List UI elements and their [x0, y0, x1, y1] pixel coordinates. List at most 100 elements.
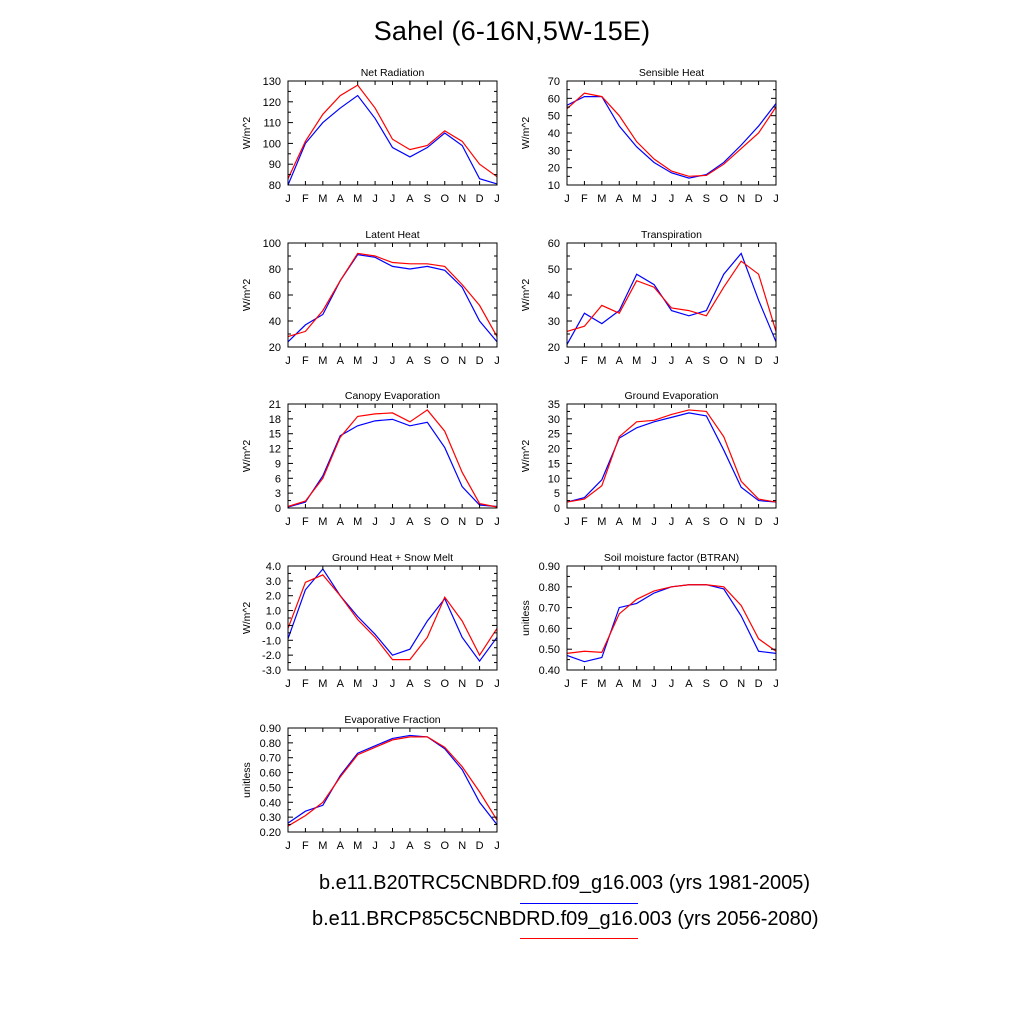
- legend-label-run2: b.e11.BRCP85C5CNBDRD.f09_g16.003 (yrs 20…: [312, 908, 819, 930]
- x-tick-label: J: [669, 516, 675, 528]
- x-tick-label: J: [390, 355, 396, 367]
- series-line-9-1: [287, 734, 498, 825]
- y-axis-label: W/m^2: [241, 440, 253, 473]
- y-tick-label: 30: [548, 145, 560, 157]
- y-tick-label: 2.0: [266, 591, 281, 603]
- series-line-5-2: [287, 409, 498, 508]
- x-tick-label: A: [406, 840, 414, 852]
- y-tick-label: 110: [263, 118, 281, 130]
- y-tick-label: 15: [269, 429, 281, 441]
- y-tick-label: 1.0: [266, 606, 281, 618]
- x-tick-label: A: [406, 193, 414, 205]
- y-axis-label: W/m^2: [520, 440, 532, 473]
- y-axis-label: W/m^2: [241, 117, 253, 150]
- y-tick-label: 40: [548, 290, 560, 302]
- y-tick-label: 10: [548, 473, 560, 485]
- series-line-6-1: [566, 412, 777, 503]
- chart-panel-7: J F M A M J J A S O N D J-3.0-2.0-1.00.01.02.03.04.0…: [241, 552, 500, 690]
- panel-title: Sensible Heat: [639, 67, 704, 79]
- panel-title: Evaporative Fraction: [344, 714, 440, 726]
- x-tick-label: A: [337, 355, 345, 367]
- x-tick-label: J: [773, 678, 779, 690]
- series-line-2-2: [566, 92, 777, 177]
- x-tick-label: J: [285, 840, 291, 852]
- x-tick-label: A: [616, 355, 624, 367]
- x-tick-label: F: [581, 355, 588, 367]
- x-tick-label: M: [353, 193, 362, 205]
- x-tick-label: M: [353, 355, 362, 367]
- x-tick-label: D: [476, 678, 484, 690]
- x-tick-label: D: [476, 193, 484, 205]
- x-tick-label: O: [719, 355, 728, 367]
- x-tick-label: A: [406, 516, 414, 528]
- y-tick-label: 21: [269, 399, 281, 411]
- x-tick-label: S: [703, 678, 710, 690]
- y-tick-label: 70: [548, 76, 560, 88]
- y-tick-label: 0.50: [539, 644, 560, 656]
- x-tick-label: M: [597, 678, 606, 690]
- x-tick-label: N: [737, 516, 745, 528]
- y-tick-label: 3.0: [266, 576, 281, 588]
- y-tick-label: 40: [269, 316, 281, 328]
- y-tick-label: 0.20: [260, 827, 281, 839]
- legend-line-run2: [520, 938, 638, 939]
- x-tick-label: M: [318, 516, 327, 528]
- y-tick-label: 20: [548, 163, 560, 175]
- x-tick-label: A: [337, 193, 345, 205]
- y-tick-label: 0.80: [260, 738, 281, 750]
- x-tick-label: M: [597, 516, 606, 528]
- series-line-6-2: [566, 409, 777, 503]
- y-tick-label: 0.40: [539, 665, 560, 677]
- x-tick-label: J: [390, 840, 396, 852]
- x-tick-label: J: [390, 678, 396, 690]
- plot-frame: [566, 565, 777, 671]
- y-tick-label: 9: [275, 458, 281, 470]
- x-tick-label: A: [337, 516, 345, 528]
- x-tick-label: F: [302, 193, 309, 205]
- x-tick-label: D: [476, 516, 484, 528]
- chart-panel-9: J F M A M J J A S O N D J0.200.300.400.500.600.700.8…: [241, 714, 500, 852]
- y-tick-label: 60: [269, 290, 281, 302]
- x-tick-label: M: [632, 355, 641, 367]
- panel-title: Soil moisture factor (BTRAN): [604, 552, 739, 564]
- y-tick-label: -2.0: [262, 650, 281, 662]
- legend-line-run1: [520, 903, 638, 904]
- series-line-3-2: [287, 252, 498, 338]
- y-tick-label: 0: [275, 503, 281, 515]
- series-line-8-1: [566, 584, 777, 663]
- x-tick-label: F: [302, 355, 309, 367]
- series-line-5-1: [287, 418, 498, 508]
- series-line-1-1: [287, 94, 498, 186]
- x-tick-label: M: [632, 678, 641, 690]
- x-tick-label: J: [564, 193, 570, 205]
- series-line-2-1: [566, 95, 777, 179]
- x-tick-label: J: [564, 516, 570, 528]
- x-tick-label: M: [597, 193, 606, 205]
- x-tick-label: J: [285, 355, 291, 367]
- y-tick-label: 20: [548, 342, 560, 354]
- x-tick-label: J: [372, 355, 378, 367]
- x-tick-label: F: [302, 840, 309, 852]
- x-tick-label: J: [390, 193, 396, 205]
- chart-panel-8: J F M A M J J A S O N D J0.400.500.600.700.800.90Soi…: [520, 552, 779, 690]
- series-line-7-1: [287, 567, 498, 663]
- y-tick-label: 18: [269, 414, 281, 426]
- series-line-4-1: [566, 252, 777, 345]
- x-tick-label: J: [285, 678, 291, 690]
- series-line-8-2: [566, 584, 777, 654]
- y-tick-label: 20: [269, 342, 281, 354]
- series-line-4-2: [566, 260, 777, 332]
- y-tick-label: 25: [548, 429, 560, 441]
- x-tick-label: O: [719, 193, 728, 205]
- x-tick-label: M: [318, 193, 327, 205]
- y-tick-label: 120: [263, 97, 281, 109]
- x-tick-label: J: [669, 193, 675, 205]
- x-tick-label: S: [424, 840, 431, 852]
- x-tick-label: S: [424, 193, 431, 205]
- y-tick-label: -3.0: [262, 665, 281, 677]
